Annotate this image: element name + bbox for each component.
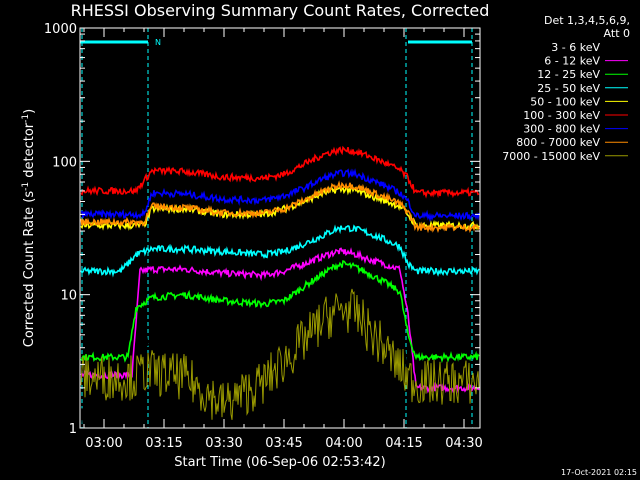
plot-area: N: [80, 28, 480, 430]
x-tick-label: 03:00: [85, 436, 122, 451]
legend-header: Det 1,3,4,5,6,9,: [544, 14, 630, 27]
x-tick-label: 04:15: [385, 436, 422, 451]
footer-timestamp: 17-Oct-2021 02:15: [561, 468, 637, 477]
series-line-3: [80, 224, 480, 278]
y-tick-label: 1: [69, 422, 77, 437]
plot-frame: [79, 27, 481, 429]
y-tick-label: 100: [52, 155, 77, 170]
x-tick-label: 03:45: [265, 436, 302, 451]
x-tick-label: 03:30: [205, 436, 242, 451]
legend-entry-label: 50 - 100 keV: [530, 95, 600, 108]
legend-entry-label: 12 - 25 keV: [537, 68, 600, 81]
legend-entry-label: 7000 - 15000 keV: [502, 150, 600, 163]
series-line-6: [80, 168, 480, 223]
legend-entry-label: 100 - 300 keV: [523, 109, 600, 122]
legend-entry-label: 25 - 50 keV: [537, 82, 600, 95]
x-axis-label: Start Time (06-Sep-06 02:53:42): [174, 455, 385, 470]
legend-header: Att 0: [604, 27, 630, 40]
y-axis-label: Corrected Count Rate (s-1 detector-1): [21, 109, 37, 347]
legend-entry-label: 3 - 6 keV: [551, 41, 600, 54]
y-tick-label: 10: [60, 289, 77, 304]
y-tick-label: 1000: [44, 22, 77, 37]
series-line-8: [80, 288, 480, 420]
series-line-7: [80, 180, 480, 234]
x-tick-label: 04:00: [325, 436, 362, 451]
night-marker: N: [155, 38, 161, 47]
series-line-5: [80, 145, 480, 199]
axes: 1 10 100 1000 03:00 03:15 03:30 03:45 04:00 04:15…: [44, 22, 483, 451]
legend-entry-label: 6 - 12 keV: [544, 55, 600, 68]
series-line-2: [80, 260, 480, 364]
x-tick-label: 04:30: [445, 436, 482, 451]
series-line-1: [80, 247, 480, 394]
chart-title: RHESSI Observing Summary Count Rates, Co…: [71, 1, 490, 20]
legend-entry-label: 300 - 800 keV: [523, 123, 600, 136]
x-tick-label: 03:15: [145, 436, 182, 451]
legend-entry-label: 800 - 7000 keV: [516, 136, 600, 149]
